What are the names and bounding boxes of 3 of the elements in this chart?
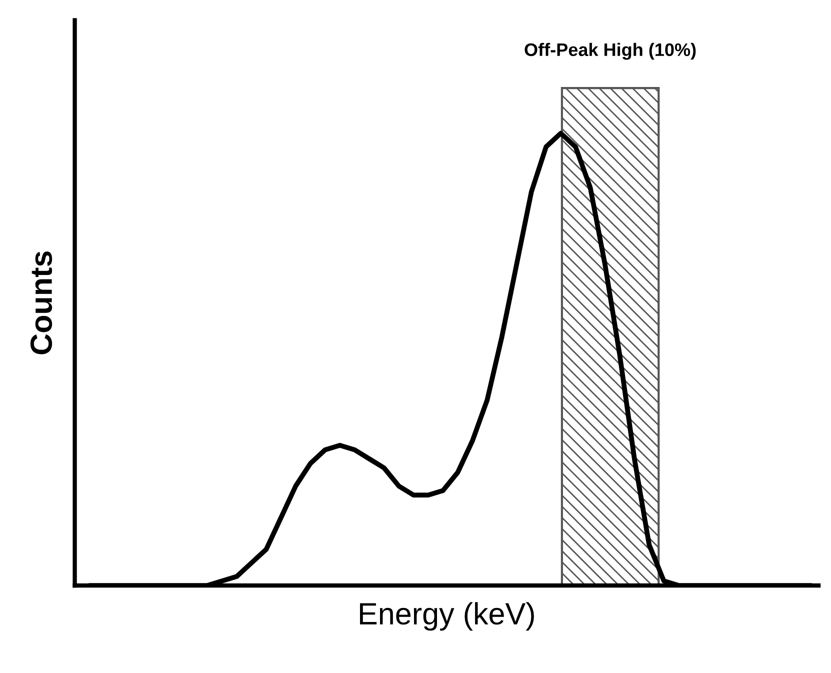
text: Off-Peak High (10%) (524, 42, 696, 60)
y-axis-title: Counts (30, 251, 52, 354)
x-axis-title: Energy (keV) (360, 602, 534, 631)
